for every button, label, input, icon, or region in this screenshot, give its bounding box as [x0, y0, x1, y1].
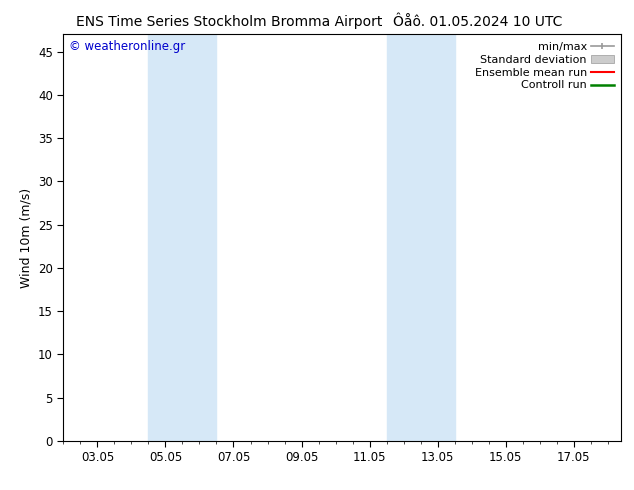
Text: ENS Time Series Stockholm Bromma Airport: ENS Time Series Stockholm Bromma Airport	[76, 15, 382, 29]
Text: Ôåô. 01.05.2024 10 UTC: Ôåô. 01.05.2024 10 UTC	[393, 15, 562, 29]
Y-axis label: Wind 10m (m/s): Wind 10m (m/s)	[20, 188, 32, 288]
Bar	[148, 34, 216, 441]
Text: © weatheronline.gr: © weatheronline.gr	[69, 40, 185, 53]
Legend: min/max, Standard deviation, Ensemble mean run, Controll run: min/max, Standard deviation, Ensemble me…	[472, 40, 616, 93]
Bar	[387, 34, 455, 441]
